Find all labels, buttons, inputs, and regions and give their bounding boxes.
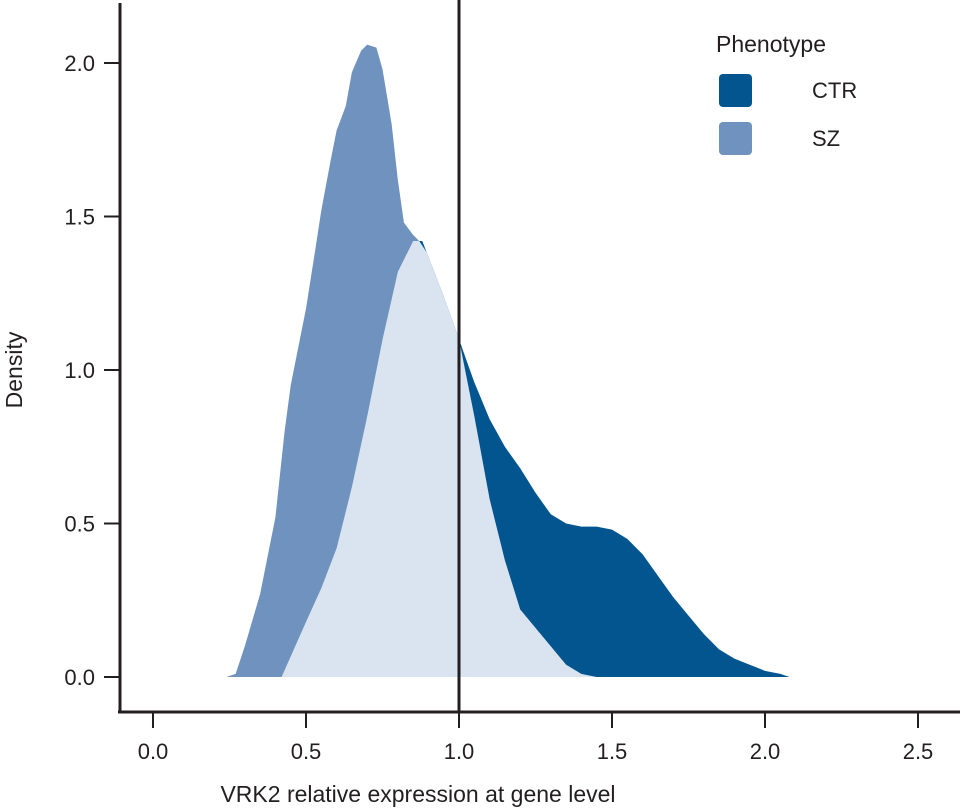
x-tick-label: 1.5 [597,739,628,764]
x-tick-label: 0.0 [138,739,169,764]
legend: Phenotype CTR SZ [716,31,857,155]
legend-label-ctr: CTR [812,78,857,103]
y-tick-label: 0.0 [64,665,95,690]
y-tick-label: 1.5 [64,205,95,230]
legend-title: Phenotype [716,31,826,57]
legend-label-sz: SZ [812,126,840,151]
y-tick-label: 2.0 [64,51,95,76]
y-tick-label: 1.0 [64,358,95,383]
x-tick-label: 2.5 [903,739,934,764]
x-tick-label: 2.0 [750,739,781,764]
x-axis-title: VRK2 relative expression at gene level [220,781,615,807]
y-tick-label: 0.5 [64,512,95,537]
overlap-density-area [281,241,597,677]
x-axis-ticks: 0.0 0.5 1.0 1.5 2.0 2.5 [138,712,934,764]
x-tick-label: 0.5 [291,739,322,764]
x-tick-label: 1.0 [444,739,475,764]
plot-area [226,44,790,677]
y-axis-title: Density [1,331,27,408]
y-axis-ticks: 0.0 0.5 1.0 1.5 2.0 [64,51,120,690]
legend-swatch-sz [719,122,752,155]
legend-swatch-ctr [719,74,752,107]
